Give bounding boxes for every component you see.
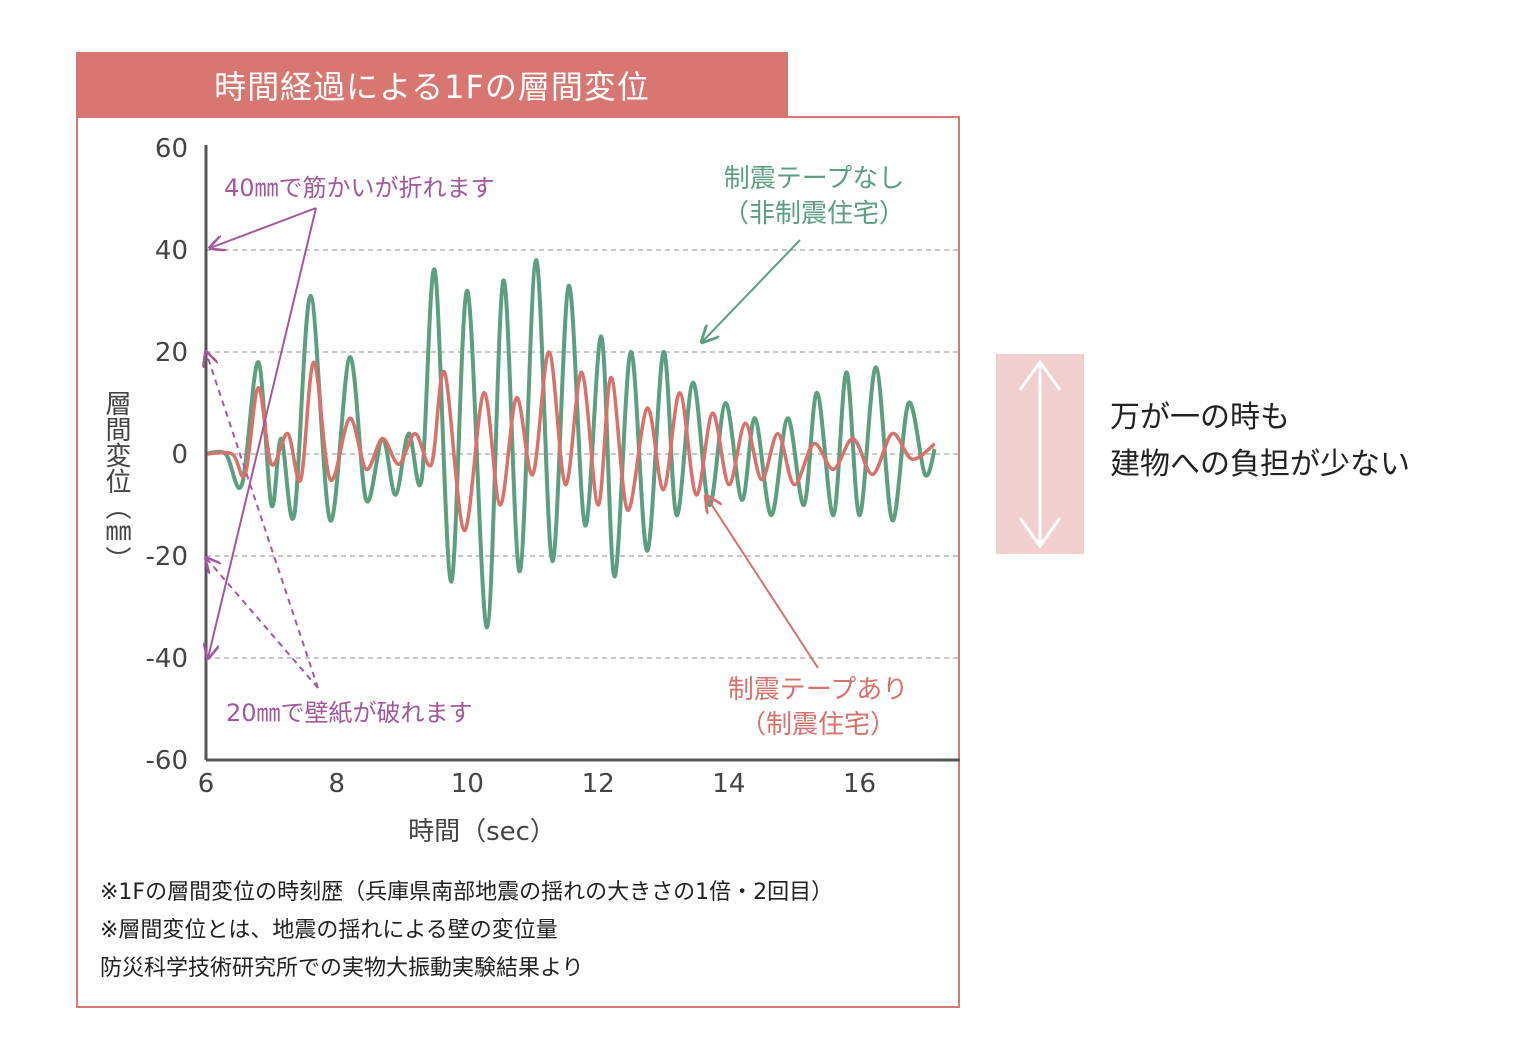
side-caption-line-2: 建物への負担が少ない: [1110, 446, 1410, 482]
wall-annotation-arrows: [206, 352, 319, 689]
chart-frame: [76, 116, 960, 1008]
y-tick-label: 0: [171, 440, 188, 470]
red-series-label-2: （制震住宅）: [740, 710, 896, 740]
y-tick-label: 20: [155, 338, 188, 368]
green-annotation-arrow: [702, 239, 801, 342]
grid-lines: [206, 249, 960, 659]
note-3: 防災科学技術研究所での実物大振動実験結果より: [100, 956, 584, 981]
x-axis-ticks: 6 8 10 12 14 16: [198, 769, 876, 799]
x-tick-label: 14: [712, 769, 745, 799]
series-layer: [205, 258, 937, 630]
note-2: ※層間変位とは、地震の揺れによる壁の変位量: [100, 918, 558, 943]
side-caption: 万が一の時も 建物への負担が少ない: [1110, 395, 1410, 488]
series-line-no-tape: [205, 258, 937, 630]
wall-annotation-label: 20㎜で壁紙が破れます: [226, 699, 473, 727]
y-axis-ticks: 60 40 20 0 -20 -40 -60: [146, 134, 188, 776]
red-series-label-1: 制震テープあり: [728, 675, 908, 705]
brace-annotation-arrows: [208, 207, 317, 658]
side-arrow-box: [996, 354, 1084, 554]
y-tick-label: -20: [146, 542, 188, 572]
x-tick-label: 6: [198, 769, 215, 799]
green-series-label-2: （非制震住宅）: [723, 199, 905, 229]
y-tick-label: 60: [155, 134, 188, 164]
y-axis-label: 層間変位（㎜）: [101, 390, 131, 572]
x-tick-label: 12: [582, 769, 615, 799]
x-tick-label: 16: [843, 769, 876, 799]
brace-annotation-label: 40㎜で筋かいが折れます: [224, 174, 495, 202]
axes: [204, 145, 960, 762]
y-tick-label: -40: [146, 644, 188, 674]
y-tick-label: -60: [146, 746, 188, 776]
red-annotation-arrow: [706, 496, 819, 669]
series-line-with-tape: [205, 350, 936, 533]
chart-title: 時間経過による1Fの層間変位: [76, 52, 788, 118]
y-tick-label: 40: [155, 236, 188, 266]
x-axis-label: 時間（sec）: [408, 817, 556, 847]
note-1: ※1Fの層間変位の時刻歴（兵庫県南部地震の揺れの大きさの1倍・2回目）: [100, 880, 834, 905]
side-caption-line-1: 万が一の時も: [1110, 400, 1290, 435]
x-tick-label: 8: [328, 769, 345, 799]
x-tick-label: 10: [451, 769, 484, 799]
green-series-label-1: 制震テープなし: [724, 164, 904, 194]
